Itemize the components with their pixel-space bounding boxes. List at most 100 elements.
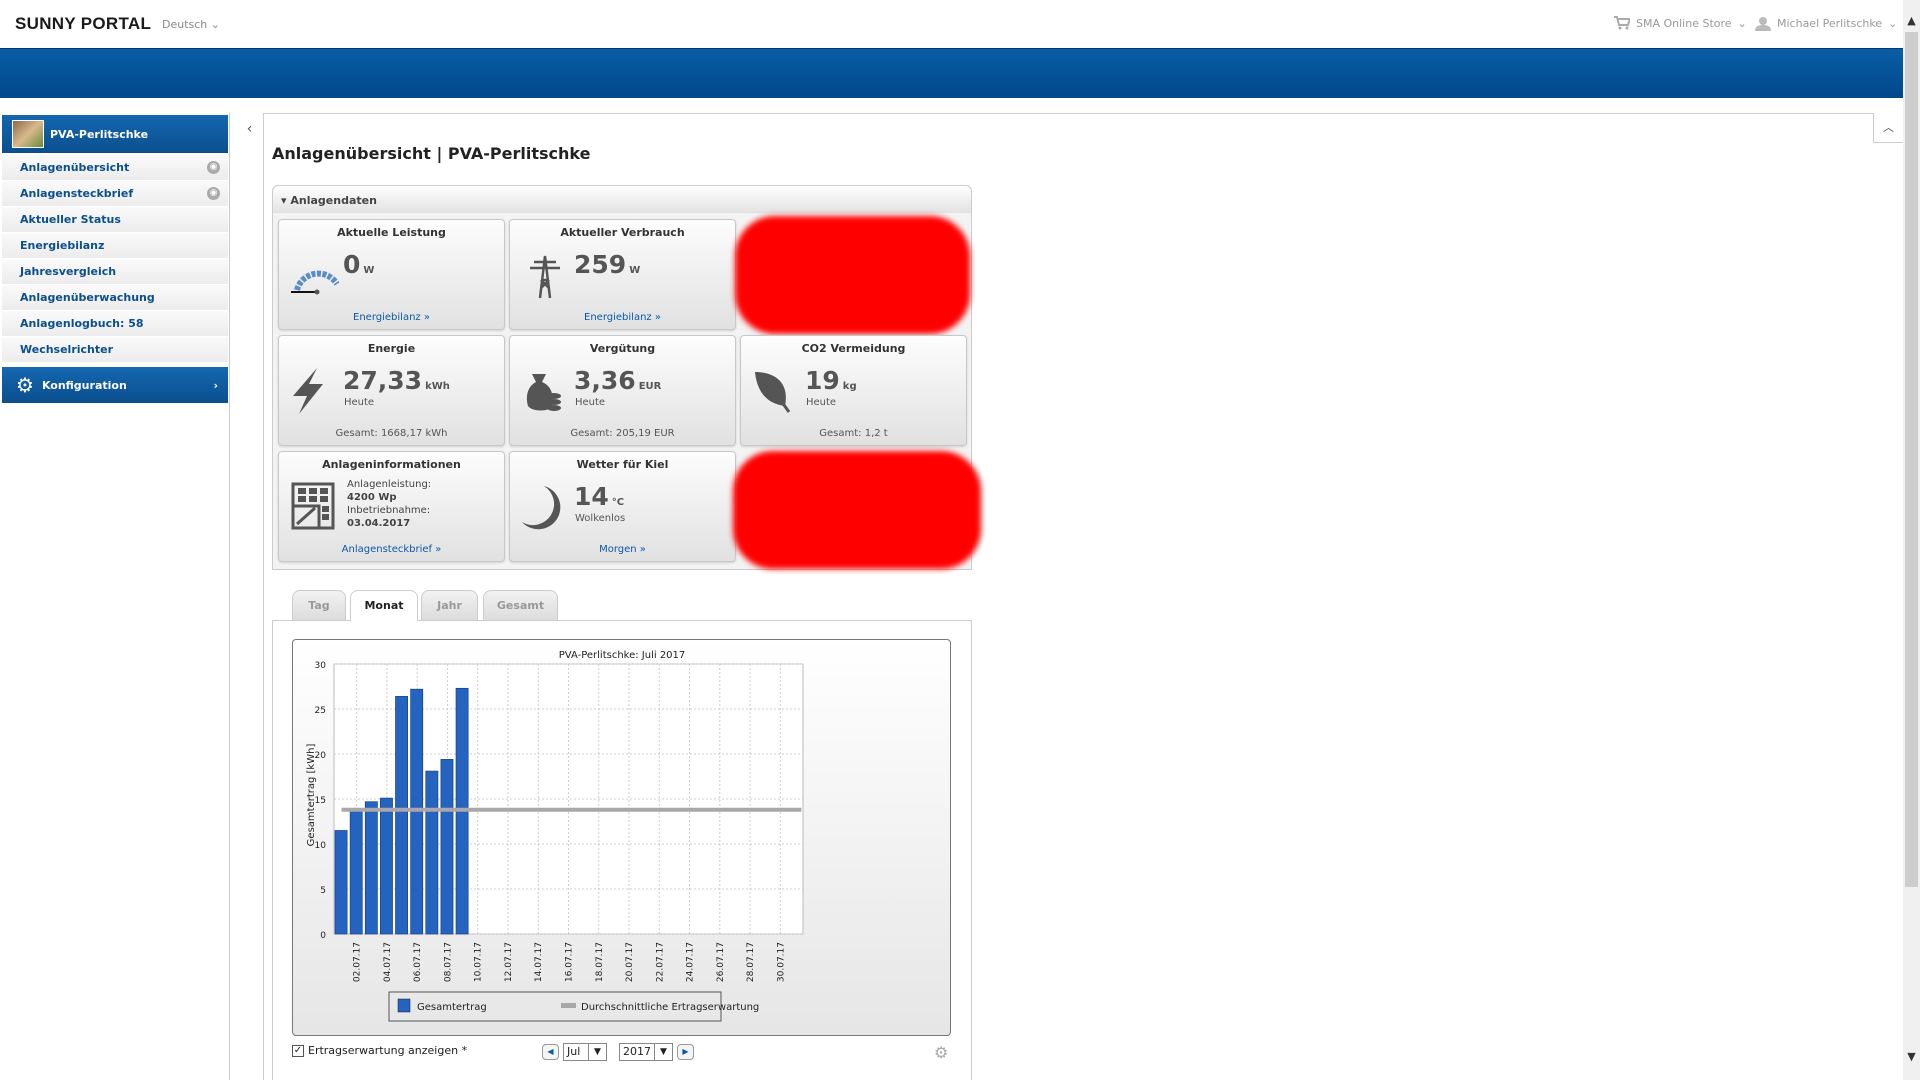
language-select[interactable]: Deutsch ⌄ bbox=[162, 18, 220, 31]
sidebar-item-jahresvergleich[interactable]: Jahresvergleich bbox=[2, 259, 228, 285]
plant-header[interactable]: PVA-Perlitschke bbox=[2, 115, 228, 153]
power-pylon-icon bbox=[530, 255, 560, 299]
plant-name: PVA-Perlitschke bbox=[50, 127, 149, 141]
scroll-down-icon[interactable]: ▼ bbox=[1907, 1050, 1916, 1063]
next-month-button[interactable]: ▶ bbox=[677, 1044, 694, 1060]
x-tick-label: 20.07.17 bbox=[625, 942, 635, 982]
tile-title: Energie bbox=[367, 342, 416, 355]
y-tick-label: 10 bbox=[315, 841, 327, 851]
redacted-area bbox=[735, 216, 970, 334]
bar-gesamtertrag bbox=[380, 797, 393, 935]
redacted-area bbox=[733, 451, 981, 569]
brand-bar bbox=[0, 48, 1903, 98]
capacity-value: 4200 Wp bbox=[347, 492, 397, 503]
tile-title: Anlageninformationen bbox=[322, 458, 461, 471]
main-content bbox=[263, 113, 1903, 1080]
chevron-right-icon: › bbox=[213, 378, 218, 392]
capacity-label: Anlagenleistung: bbox=[347, 479, 432, 490]
legend-swatch-erwartung bbox=[561, 1003, 576, 1008]
bar-gesamtertrag bbox=[364, 801, 378, 935]
sidebar-item-aktueller-status[interactable]: Aktueller Status bbox=[2, 207, 228, 233]
tile-wetter: Wetter für Kiel 14 °C Wolkenlos Morgen » bbox=[509, 451, 736, 562]
legend-label-gesamtertrag: Gesamtertrag bbox=[417, 1002, 487, 1013]
chart-settings-gear-icon[interactable]: ⚙ bbox=[934, 1043, 949, 1062]
plant-info: Anlagenleistung: 4200 Wp Inbetriebnahme:… bbox=[347, 478, 431, 530]
chart-legend bbox=[388, 991, 722, 1022]
sidebar-item-anlagenlogbuch[interactable]: Anlagenlogbuch: 58 bbox=[2, 311, 228, 337]
triangle-down-icon: ▾ bbox=[281, 194, 287, 207]
tile-title: Aktueller Verbrauch bbox=[560, 226, 685, 239]
chevron-down-icon: ⌄ bbox=[1888, 17, 1898, 30]
x-tick-label: 10.07.17 bbox=[474, 942, 484, 982]
scroll-top-button[interactable]: ︿ bbox=[1873, 113, 1903, 143]
x-tick-label: 16.07.17 bbox=[565, 942, 575, 982]
tile-aktueller-verbrauch: Aktueller Verbrauch 259 W Energiebilanz » bbox=[509, 219, 736, 330]
y-tick-label: 20 bbox=[315, 751, 327, 761]
chart-controls: ✓ Ertragserwartung anzeigen * ◀ Jul ▼ 201… bbox=[292, 1043, 957, 1063]
tile-value: 27,33 kWh bbox=[343, 366, 450, 395]
previous-month-button[interactable]: ◀ bbox=[542, 1044, 559, 1060]
tile-subtitle: Heute bbox=[344, 397, 375, 408]
chevron-down-icon: ⌄ bbox=[210, 18, 220, 31]
sidebar-item-label: Wechselrichter bbox=[20, 343, 114, 356]
globe-icon: ◉ bbox=[207, 161, 220, 174]
tab-tag[interactable]: Tag bbox=[292, 590, 346, 620]
top-bar: SUNNY PORTAL Deutsch ⌄ SMA Online Store ⌄… bbox=[0, 0, 1903, 48]
scrollbar-thumb[interactable] bbox=[1905, 32, 1918, 887]
sidebar-item-wechselrichter[interactable]: Wechselrichter bbox=[2, 337, 228, 363]
tab-gesamt[interactable]: Gesamt bbox=[483, 590, 558, 620]
anlagensteckbrief-link[interactable]: Anlagensteckbrief » bbox=[341, 544, 442, 555]
x-tick-label: 22.07.17 bbox=[655, 942, 665, 982]
month-select[interactable]: Jul ▼ bbox=[563, 1043, 607, 1061]
lightning-icon bbox=[293, 368, 323, 414]
scroll-up-icon[interactable]: ▲ bbox=[1907, 14, 1916, 27]
tile-verguetung: Vergütung 3,36 EUR Heute Gesamt: 205,19 E… bbox=[509, 335, 736, 446]
solar-panel-icon bbox=[291, 482, 335, 530]
morgen-link[interactable]: Morgen » bbox=[599, 544, 646, 555]
y-tick-label: 25 bbox=[315, 706, 326, 716]
sidebar-item-anlagenueberwachung[interactable]: Anlagenüberwachung bbox=[2, 285, 228, 311]
panel-header[interactable]: ▾ Anlagendaten bbox=[273, 186, 971, 213]
legend-swatch-gesamtertrag bbox=[397, 998, 411, 1013]
x-tick-label: 12.07.17 bbox=[504, 942, 514, 982]
sidebar-item-label: Jahresvergleich bbox=[20, 265, 117, 278]
tile-total: Gesamt: 205,19 EUR bbox=[570, 428, 675, 439]
sidebar-item-energiebilanz[interactable]: Energiebilanz bbox=[2, 233, 228, 259]
tile-energie: Energie 27,33 kWh Heute Gesamt: 1668,17 k… bbox=[278, 335, 505, 446]
sidebar-item-konfiguration[interactable]: ⚙ Konfiguration › bbox=[2, 367, 228, 403]
chart-title: PVA-Perlitschke: Juli 2017 bbox=[559, 650, 686, 661]
x-tick-label: 08.07.17 bbox=[443, 942, 453, 982]
expectation-checkbox-label[interactable]: Ertragserwartung anzeigen * bbox=[308, 1044, 468, 1057]
sidebar-item-label: Anlagensteckbrief bbox=[20, 187, 134, 200]
bar-gesamtertrag bbox=[440, 759, 454, 935]
tile-subtitle: Wolkenlos bbox=[575, 513, 626, 524]
tab-monat[interactable]: Monat bbox=[350, 590, 418, 621]
tab-jahr[interactable]: Jahr bbox=[421, 590, 478, 620]
logo[interactable]: SUNNY PORTAL bbox=[15, 14, 152, 33]
tile-title: Vergütung bbox=[589, 342, 656, 355]
x-tick-label: 02.07.17 bbox=[353, 942, 363, 982]
x-tick-label: 14.07.17 bbox=[534, 942, 544, 982]
bar-gesamtertrag bbox=[425, 770, 439, 935]
tile-total: Gesamt: 1668,17 kWh bbox=[335, 428, 448, 439]
tile-subtitle: Heute bbox=[806, 397, 837, 408]
user-menu[interactable]: Michael Perlitschke ⌄ bbox=[1755, 16, 1897, 31]
x-tick-label: 04.07.17 bbox=[383, 942, 393, 982]
online-store-menu[interactable]: SMA Online Store ⌄ bbox=[1614, 16, 1747, 30]
energiebilanz-link[interactable]: Energiebilanz » bbox=[353, 312, 430, 323]
tile-value: 259 W bbox=[574, 250, 641, 279]
commissioning-label: Inbetriebnahme: bbox=[347, 505, 431, 516]
gear-icon: ⚙ bbox=[16, 373, 34, 397]
year-select[interactable]: 2017 ▼ bbox=[619, 1043, 673, 1061]
tile-total: Gesamt: 1,2 t bbox=[819, 428, 888, 439]
panel-title: Anlagendaten bbox=[290, 194, 377, 207]
sidebar-item-label: Energiebilanz bbox=[20, 239, 105, 252]
sidebar-item-anlagenuebersicht[interactable]: Anlagenübersicht ◉ bbox=[2, 155, 228, 181]
expectation-checkbox[interactable]: ✓ bbox=[292, 1045, 304, 1057]
energiebilanz-link[interactable]: Energiebilanz » bbox=[584, 312, 661, 323]
collapse-sidebar-button[interactable]: ‹ bbox=[246, 121, 253, 137]
globe-icon: ◉ bbox=[207, 187, 220, 200]
sidebar-item-anlagensteckbrief[interactable]: Anlagensteckbrief ◉ bbox=[2, 181, 228, 207]
year-value: 2017 bbox=[623, 1045, 651, 1058]
